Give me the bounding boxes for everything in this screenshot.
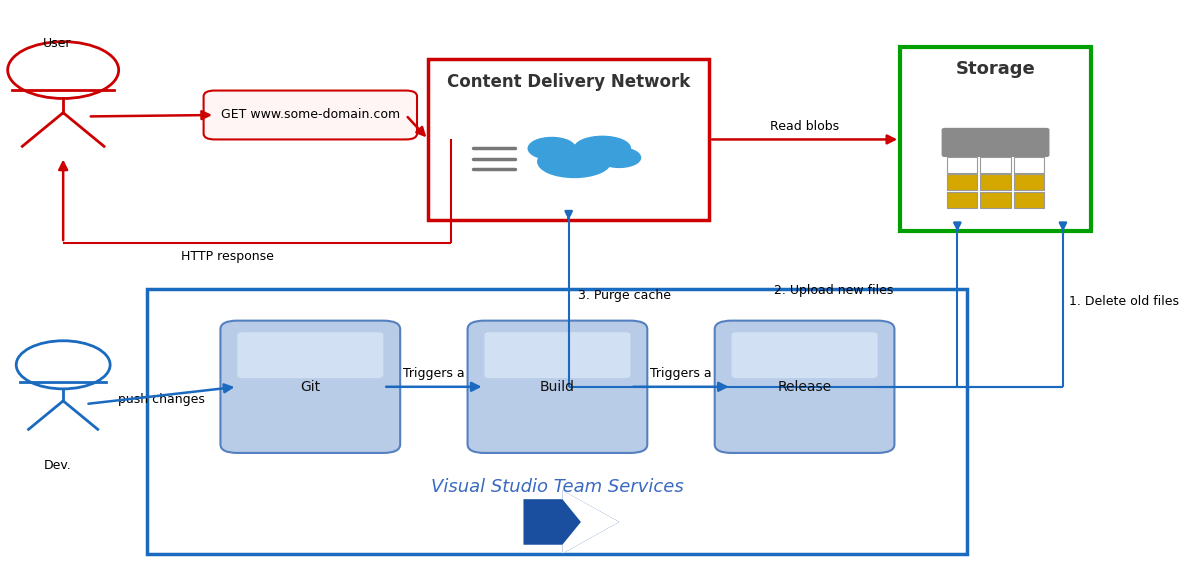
- FancyBboxPatch shape: [981, 157, 1010, 173]
- Text: Triggers a: Triggers a: [650, 367, 712, 380]
- Polygon shape: [524, 490, 619, 554]
- Text: Content Delivery Network: Content Delivery Network: [447, 73, 690, 91]
- FancyBboxPatch shape: [1014, 192, 1045, 208]
- Text: Dev.: Dev.: [44, 459, 71, 472]
- Text: push changes: push changes: [118, 393, 205, 406]
- Text: HTTP response: HTTP response: [181, 250, 274, 264]
- Text: 3. Purge cache: 3. Purge cache: [577, 288, 671, 302]
- FancyBboxPatch shape: [468, 321, 647, 453]
- FancyBboxPatch shape: [947, 192, 977, 208]
- Text: 2. Upload new files: 2. Upload new files: [774, 284, 892, 297]
- Text: Triggers a: Triggers a: [403, 367, 464, 380]
- Text: Visual Studio Team Services: Visual Studio Team Services: [431, 479, 684, 497]
- FancyBboxPatch shape: [981, 175, 1010, 190]
- FancyBboxPatch shape: [715, 321, 895, 453]
- FancyBboxPatch shape: [203, 91, 416, 139]
- Text: 1. Delete old files: 1. Delete old files: [1069, 295, 1178, 308]
- FancyBboxPatch shape: [732, 332, 877, 378]
- Text: Storage: Storage: [956, 60, 1035, 78]
- FancyBboxPatch shape: [148, 289, 967, 554]
- Ellipse shape: [528, 138, 576, 160]
- Text: Git: Git: [300, 380, 320, 394]
- Text: Release: Release: [777, 380, 832, 394]
- FancyBboxPatch shape: [941, 128, 1050, 157]
- Text: User: User: [43, 38, 71, 50]
- FancyBboxPatch shape: [981, 192, 1010, 208]
- FancyBboxPatch shape: [220, 321, 400, 453]
- FancyBboxPatch shape: [1014, 175, 1045, 190]
- Polygon shape: [563, 490, 619, 554]
- FancyBboxPatch shape: [237, 332, 383, 378]
- Text: Read blobs: Read blobs: [770, 120, 839, 132]
- Text: Build: Build: [540, 380, 575, 394]
- FancyBboxPatch shape: [428, 59, 709, 220]
- Ellipse shape: [575, 136, 631, 161]
- FancyBboxPatch shape: [900, 47, 1091, 231]
- FancyBboxPatch shape: [484, 332, 631, 378]
- FancyBboxPatch shape: [1014, 157, 1045, 173]
- Ellipse shape: [538, 146, 610, 177]
- Ellipse shape: [597, 148, 640, 168]
- FancyBboxPatch shape: [947, 175, 977, 190]
- FancyBboxPatch shape: [947, 157, 977, 173]
- Text: GET www.some-domain.com: GET www.some-domain.com: [220, 109, 400, 121]
